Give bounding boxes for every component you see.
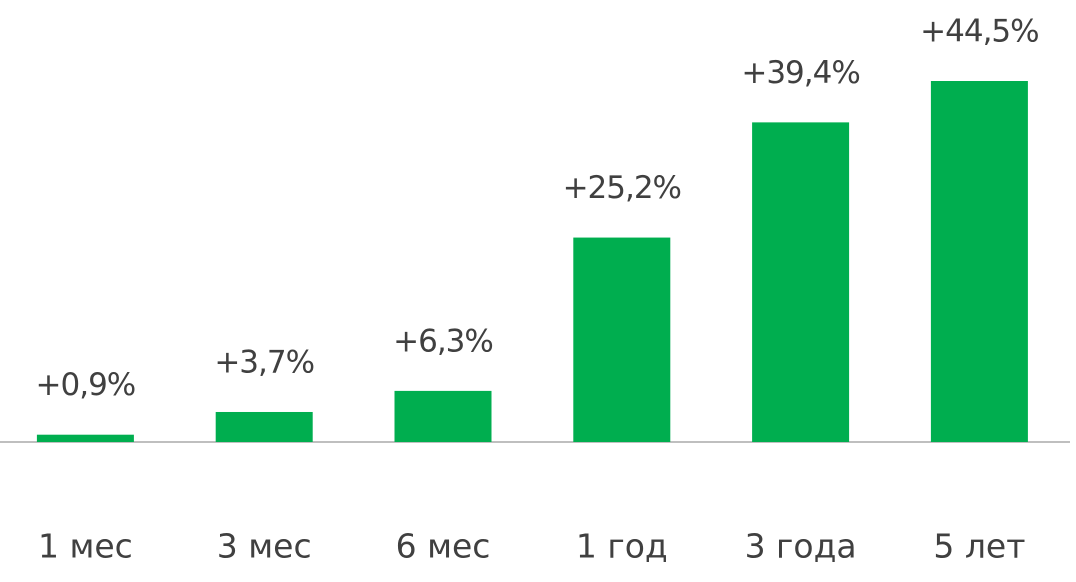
value-label: +3,7% xyxy=(214,344,314,380)
value-label: +25,2% xyxy=(563,170,681,206)
value-label: +0,9% xyxy=(36,367,136,403)
value-label: +39,4% xyxy=(741,55,859,91)
value-label: +44,5% xyxy=(920,14,1038,50)
bar xyxy=(752,122,850,442)
bar xyxy=(36,434,134,442)
x-tick-label: 1 мес xyxy=(38,527,133,566)
x-tick-label: 3 мес xyxy=(217,527,312,566)
bar xyxy=(215,411,313,442)
bar xyxy=(573,237,671,442)
x-tick-label: 1 год xyxy=(576,527,668,566)
value-label: +6,3% xyxy=(393,323,493,359)
x-tick-label: 3 года xyxy=(745,527,857,566)
x-tick-label: 6 мес xyxy=(396,527,491,566)
bar xyxy=(394,390,492,442)
bar xyxy=(930,81,1028,442)
x-tick-label: 5 лет xyxy=(933,527,1025,566)
